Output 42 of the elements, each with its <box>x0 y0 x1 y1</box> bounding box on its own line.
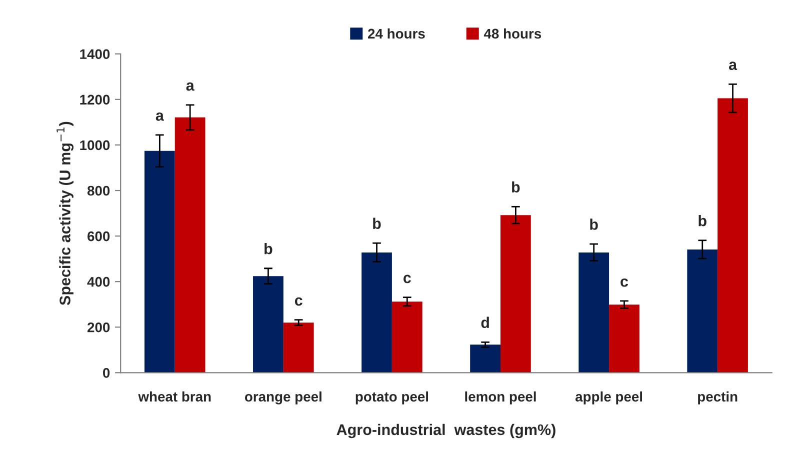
y-tick-label: 400 <box>87 276 110 287</box>
bar <box>283 322 314 373</box>
legend-label: 24 hours <box>368 28 425 39</box>
x-tick-label: orange peel <box>244 391 322 404</box>
bar <box>578 252 610 373</box>
annotation: b <box>698 215 706 226</box>
y-tick-label: 1400 <box>80 49 110 60</box>
x-tick-label: potato peel <box>356 391 428 404</box>
y-tick-label: 800 <box>87 186 110 196</box>
annotation: c <box>403 274 411 284</box>
x-tick-label: pectin <box>698 391 738 404</box>
bar <box>362 252 392 373</box>
bar <box>500 215 531 373</box>
annotation: b <box>264 243 272 254</box>
y-axis-title: Specific activity (U mg$^{−1}$) <box>56 122 74 306</box>
annotation: a <box>186 82 194 91</box>
bar <box>144 150 175 373</box>
annotation: d <box>481 316 489 328</box>
annotation: b <box>512 181 520 193</box>
bar <box>253 276 284 373</box>
y-tick-label: 1200 <box>80 94 110 105</box>
bar <box>174 117 206 373</box>
bar <box>609 304 640 373</box>
bar <box>392 302 422 373</box>
x-tick-label: apple peel <box>575 391 642 404</box>
annotation: a <box>156 112 164 121</box>
y-tick-label: 1000 <box>80 140 110 150</box>
legend-label: 48 hours <box>484 28 542 39</box>
bar <box>470 344 500 373</box>
y-tick-label: 0 <box>103 368 110 378</box>
x-tick-label: lemon peel <box>465 391 536 404</box>
y-tick-label: 200 <box>87 322 110 332</box>
x-axis-title: Agro-industrial wastes (gm%) <box>336 424 556 438</box>
annotation: b <box>373 218 381 229</box>
bar <box>687 249 718 373</box>
annotation: b <box>590 218 598 230</box>
x-tick-label: wheat bran <box>138 391 211 402</box>
annotation: c <box>620 278 628 287</box>
y-tick-label: 600 <box>88 231 110 242</box>
bar <box>718 98 748 373</box>
annotation: c <box>294 297 302 306</box>
annotation: a <box>728 62 738 70</box>
